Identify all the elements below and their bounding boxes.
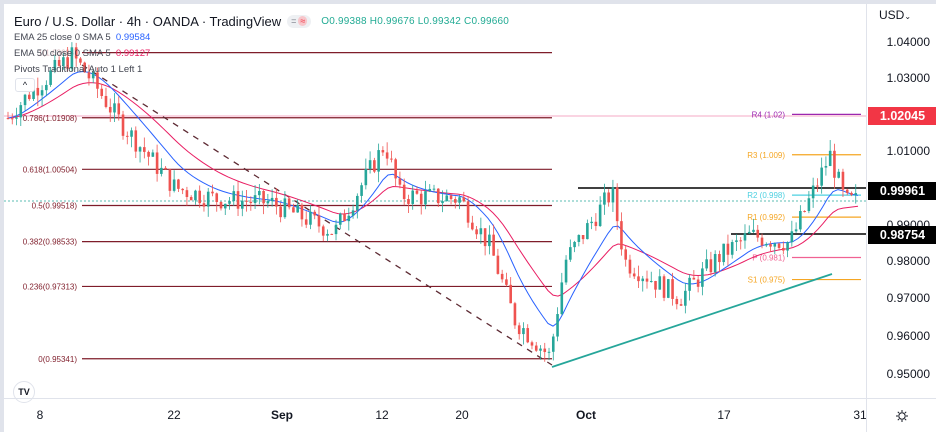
time-tick: 20 [455,408,469,422]
indicator-label: EMA 50 close 0 SMA 5 [14,48,111,59]
indicator-ema50[interactable]: EMA 50 close 0 SMA 5 0.99127 [14,46,509,62]
ascending-trendline[interactable] [551,273,833,368]
time-axis[interactable]: 8 22 Sep 12 20 Oct 17 31 [4,398,867,432]
compare-toggle[interactable]: = ≈ [287,14,312,28]
pivot-label: R1 (0.992) [747,213,785,222]
fib-level-label: 0.382(0.98533) [23,238,78,247]
currency-selector[interactable]: USD⌄ [879,8,911,22]
pivot-label: R4 (1.02) [752,110,786,119]
indicator-pivots[interactable]: Pivots Traditional Auto 1 Left 1 [14,62,509,78]
indicator-value: 0.99584 [115,32,151,43]
approx-icon: ≈ [298,16,308,26]
time-tick: 31 [853,408,867,422]
pivot-label: P (0.981) [752,254,785,263]
pivot-label: R2 (0.998) [747,191,785,200]
indicator-value: 0.99127 [115,48,151,59]
symbol-title[interactable]: Euro / U.S. Dollar · 4h · OANDA · Tradin… [14,13,282,29]
price-tick: 0.98000 [886,254,930,268]
symbol-title-row: Euro / U.S. Dollar · 4h · OANDA · Tradin… [14,12,509,30]
tradingview-logo-icon[interactable]: TV [13,381,35,403]
logo-text: TV [18,387,30,397]
price-tag-support[interactable]: 0.98754 [868,226,936,244]
price-tag-resistance[interactable]: 0.99961 [868,182,936,200]
indicator-label: Pivots Traditional Auto 1 Left 1 [14,64,143,75]
price-tag-alert[interactable]: 1.02045 [868,107,936,125]
price-tick: 1.03000 [886,71,930,85]
time-tick: Oct [575,408,597,422]
fib-level-label: 0.236(0.97313) [23,282,78,291]
chart-settings-button[interactable] [866,398,936,432]
pivot-label: R3 (1.009) [747,151,785,160]
chevron-up-icon: ^ [22,80,28,90]
price-tick: 0.95000 [886,367,930,381]
ema25-line [7,70,859,327]
fib-level-label: 0.618(1.00504) [23,165,78,174]
time-tick: 12 [375,408,389,422]
pivot-levels: R4 (1.02) R3 (1.009) R2 (0.998) R1 (0.992) P… [747,110,861,285]
time-tick: 8 [36,408,44,422]
equal-icon: = [291,16,297,26]
chart-legend: Euro / U.S. Dollar · 4h · OANDA · Tradin… [14,12,509,78]
indicator-label: EMA 25 close 0 SMA 5 [14,32,111,43]
pivot-label: S1 (0.975) [748,276,786,285]
fib-level-label: 0(0.95341) [38,355,77,364]
fib-level-label: 1(1.03684) [38,49,77,58]
chart-pane[interactable]: 1(1.03684) 0.786(1.01908) 0.618(1.00504) 0.… [4,4,866,403]
indicator-ema25[interactable]: EMA 25 close 0 SMA 5 0.99584 [14,30,509,46]
collapse-legend-button[interactable]: ^ [15,78,35,92]
time-tick: 22 [167,408,181,422]
ohlc-values: O0.99388 H0.99676 L0.99342 C0.99660 [321,15,510,27]
price-tick: 1.04000 [886,35,930,49]
fib-level-label: 0.786(1.01908) [23,114,78,123]
time-tick: Sep [270,408,294,422]
price-chart[interactable]: 1(1.03684) 0.786(1.01908) 0.618(1.00504) 0.… [4,4,866,398]
fib-level-label: 0.5(0.99518) [32,201,78,210]
gear-icon [895,409,908,422]
price-tick: 0.96000 [886,329,930,343]
price-tick: 0.97000 [886,291,930,305]
chevron-down-icon: ⌄ [904,12,912,21]
time-tick: 17 [717,408,731,422]
currency-label: USD [879,8,905,22]
candlesticks [6,42,858,362]
price-tick: 1.01000 [886,144,930,158]
price-axis[interactable]: USD⌄ 1.04000 1.03000 1.01000 0.99000 0.9… [866,4,936,398]
